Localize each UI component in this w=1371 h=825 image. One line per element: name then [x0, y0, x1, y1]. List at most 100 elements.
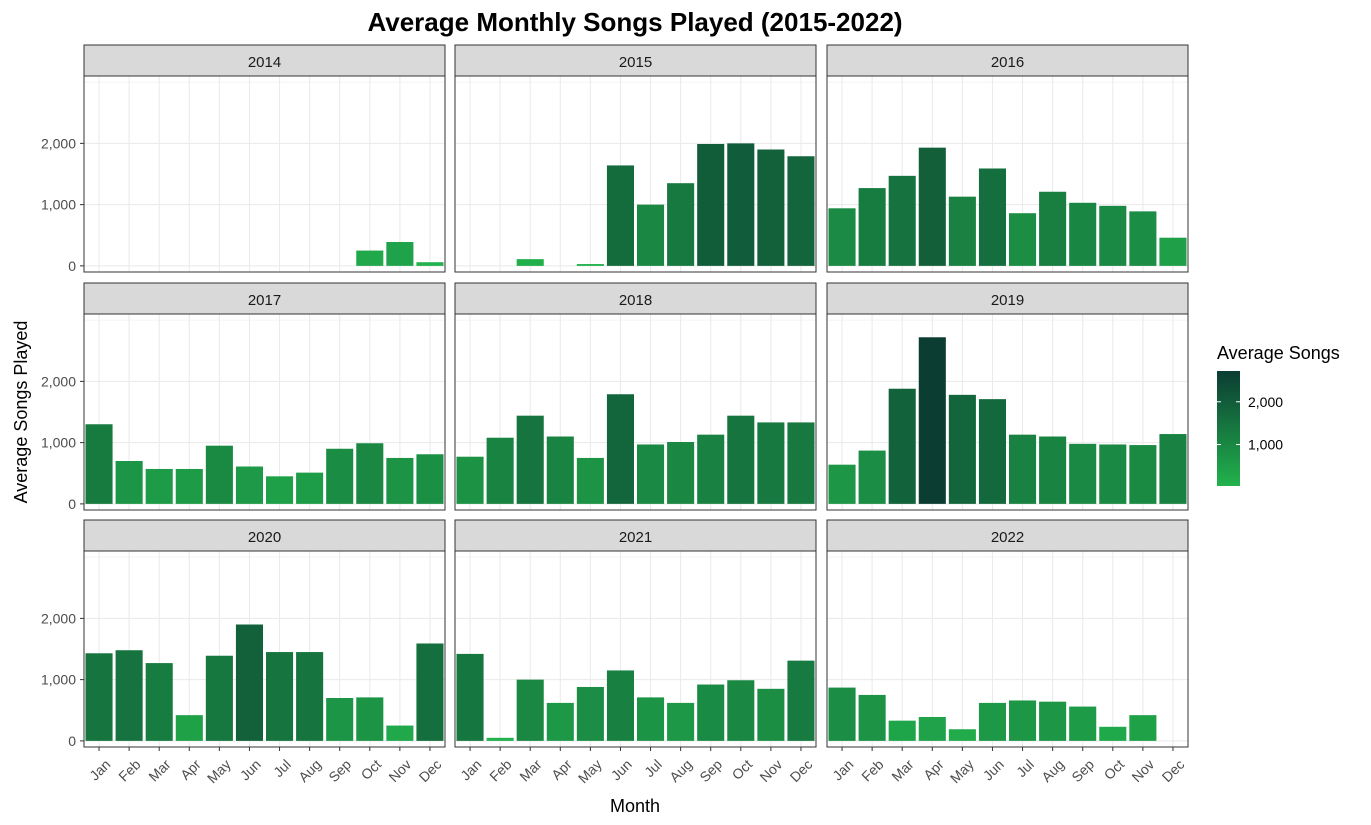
bar-2018-Dec	[787, 422, 815, 504]
panel-background	[455, 551, 816, 747]
panel-border	[454, 75, 817, 273]
x-tick-label: Sep	[325, 756, 354, 785]
panel-background	[84, 314, 445, 510]
facet-panel-2017: 2017 0 1,000 2,000	[41, 282, 446, 512]
facet-panel-2018: 2018	[454, 282, 817, 511]
panel-background	[827, 551, 1188, 747]
panel-background	[827, 76, 1188, 272]
legend-label: 1,000	[1248, 437, 1283, 453]
y-tick-label: 0	[68, 733, 76, 749]
x-tick-label: Jun	[237, 756, 264, 783]
facet-panel-2015: 2015	[454, 44, 817, 273]
bar-2018-Jun	[606, 394, 634, 504]
facet-panel-2014: 2014 0 1,000 2,000	[41, 44, 446, 274]
bar-2020-Nov	[386, 725, 414, 741]
panel-border	[83, 313, 446, 511]
bar-2018-Apr	[546, 436, 574, 504]
panel-border	[83, 550, 446, 748]
bar-2022-Mar	[888, 720, 916, 741]
bar-2022-Apr	[918, 716, 946, 741]
facet-strip-label: 2020	[248, 529, 281, 546]
bar-2020-Jul	[266, 652, 294, 741]
facet-strip-label: 2018	[619, 292, 652, 309]
bar-2015-Jul	[637, 204, 665, 266]
bar-2019-Feb	[858, 450, 886, 504]
bar-2021-Apr	[546, 702, 574, 741]
bar-2019-Dec	[1159, 434, 1187, 504]
y-tick-label: 1,000	[41, 435, 76, 451]
x-tick-label: Sep	[696, 756, 725, 785]
bar-2015-Nov	[757, 149, 785, 266]
bar-2014-Nov	[386, 241, 414, 266]
bar-2017-Jun	[235, 466, 263, 504]
facet-strip-label: 2016	[991, 54, 1024, 71]
bar-2019-Aug	[1039, 436, 1067, 504]
x-tick-label: Aug	[295, 756, 324, 785]
bar-2021-Jul	[637, 697, 665, 741]
facet-strip-label: 2019	[991, 292, 1024, 309]
panel-border	[826, 313, 1189, 511]
bar-2019-Jan	[828, 464, 856, 504]
bar-2021-May	[576, 686, 604, 741]
bar-2016-Apr	[918, 147, 946, 266]
bar-2019-Oct	[1099, 444, 1127, 504]
y-tick-label: 1,000	[41, 197, 76, 213]
bar-2020-Jun	[235, 624, 263, 741]
facet-strip	[454, 282, 817, 315]
x-tick-label: Feb	[858, 756, 887, 785]
facet-panel-2016: 2016	[826, 44, 1189, 273]
x-tick-label: Aug	[1038, 756, 1067, 785]
bar-2020-Feb	[115, 650, 143, 741]
bar-2018-Sep	[697, 434, 725, 504]
bar-2021-Aug	[667, 702, 695, 741]
bar-2020-May	[205, 655, 233, 741]
x-tick-label: May	[575, 756, 605, 786]
bar-2021-Jun	[606, 670, 634, 741]
x-tick-label: Dec	[1159, 756, 1188, 785]
bar-2021-Nov	[757, 688, 785, 741]
x-tick-label: Nov	[385, 756, 414, 785]
bar-2020-Apr	[175, 715, 203, 741]
legend-title: Average Songs	[1217, 343, 1340, 363]
bar-2020-Aug	[296, 652, 324, 741]
bar-2016-Jul	[1009, 213, 1037, 266]
bar-2019-Sep	[1069, 443, 1097, 504]
bar-2017-Mar	[145, 468, 173, 504]
facet-strip-label: 2022	[991, 529, 1024, 546]
bar-2014-Dec	[416, 262, 444, 266]
x-tick-label: Feb	[486, 756, 515, 785]
chart-title: Average Monthly Songs Played (2015-2022)	[367, 7, 902, 37]
bar-2022-Feb	[858, 694, 886, 741]
panel-border	[454, 313, 817, 511]
bar-2017-May	[205, 445, 233, 504]
facet-strip	[83, 282, 446, 315]
facet-strip	[454, 519, 817, 552]
panel-border	[83, 75, 446, 273]
bar-2015-Mar	[516, 259, 544, 266]
bar-2018-May	[576, 457, 604, 504]
facet-panel-2021: 2021 Jan Feb Mar Apr May Jun Jul Aug Sep Oct Nov Dec	[454, 519, 817, 786]
y-tick-label: 2,000	[41, 373, 76, 389]
bar-2018-Nov	[757, 422, 785, 504]
x-tick-label: Nov	[1128, 756, 1157, 785]
bar-2019-Nov	[1129, 445, 1157, 504]
bar-2019-Jul	[1009, 434, 1037, 504]
x-tick-label: Mar	[516, 756, 545, 785]
facet-strip	[83, 44, 446, 77]
facet-strip	[826, 44, 1189, 77]
panel-background	[84, 76, 445, 272]
panel-background	[455, 314, 816, 510]
y-tick-label: 0	[68, 258, 76, 274]
legend: Average Songs 1,000 2,000	[1217, 343, 1340, 486]
panel-background	[827, 314, 1188, 510]
bar-2021-Mar	[516, 679, 544, 741]
x-tick-label: Jan	[829, 756, 856, 783]
bar-2020-Oct	[356, 697, 384, 741]
bar-2021-Feb	[486, 737, 514, 741]
facet-strip-label: 2017	[248, 292, 281, 309]
bar-2020-Jan	[85, 653, 113, 741]
facet-strip-label: 2014	[248, 54, 281, 71]
bar-2017-Sep	[326, 448, 354, 504]
